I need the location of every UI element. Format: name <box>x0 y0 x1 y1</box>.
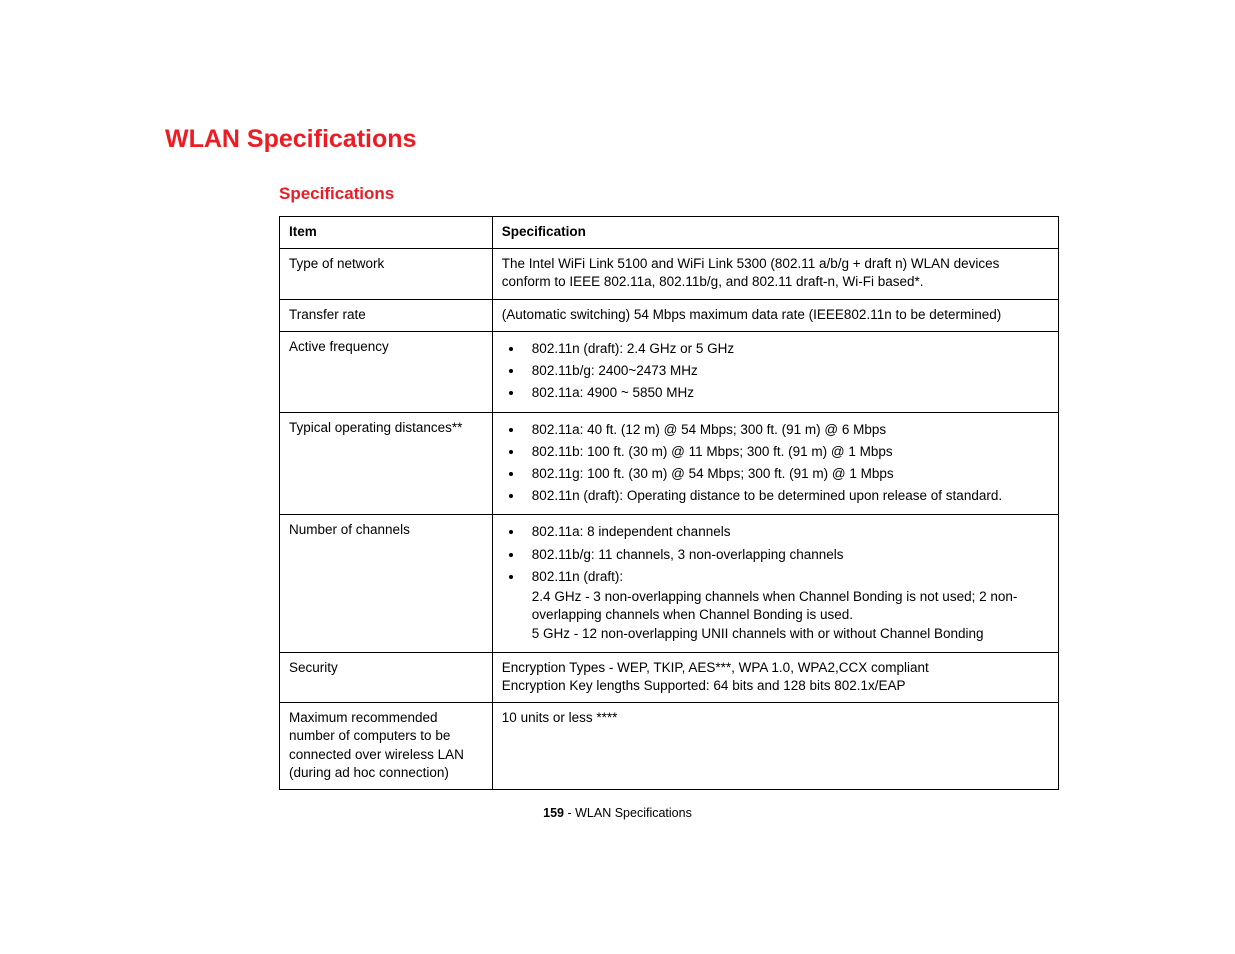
main-heading: WLAN Specifications <box>165 125 1060 154</box>
sub-heading: Specifications <box>279 184 1060 204</box>
header-spec: Specification <box>492 217 1058 249</box>
spec-list: 802.11n (draft): 2.4 GHz or 5 GHz 802.11b… <box>502 340 1049 403</box>
list-item-text: 802.11b/g: 11 channels, 3 non-overlappin… <box>532 547 844 562</box>
cell-item: Maximum recommended number of computers … <box>280 703 493 790</box>
list-item-extra: 2.4 GHz - 3 non-overlapping channels whe… <box>532 588 1049 643</box>
list-item-text: 802.11a: 4900 ~ 5850 MHz <box>532 385 694 400</box>
list-item-text: 802.11n (draft): 2.4 GHz or 5 GHz <box>532 341 734 356</box>
cell-item: Number of channels <box>280 515 493 652</box>
page-number: 159 <box>543 806 564 820</box>
cell-item: Typical operating distances** <box>280 412 493 515</box>
page-footer: 159 - WLAN Specifications <box>0 806 1235 820</box>
list-item: 802.11a: 8 independent channels <box>524 523 1049 541</box>
table-row: Maximum recommended number of computers … <box>280 703 1059 790</box>
header-item: Item <box>280 217 493 249</box>
cell-spec: 802.11a: 8 independent channels 802.11b/g… <box>492 515 1058 652</box>
table-row: Transfer rate(Automatic switching) 54 Mb… <box>280 299 1059 331</box>
list-item-text: 802.11b: 100 ft. (30 m) @ 11 Mbps; 300 f… <box>532 444 893 459</box>
list-item-text: 802.11n (draft): <box>532 569 623 584</box>
list-item-text: 802.11n (draft): Operating distance to b… <box>532 488 1002 503</box>
table-row: Type of networkThe Intel WiFi Link 5100 … <box>280 249 1059 299</box>
list-item-text: 802.11a: 8 independent channels <box>532 524 731 539</box>
list-item: 802.11b/g: 11 channels, 3 non-overlappin… <box>524 546 1049 564</box>
cell-item: Security <box>280 652 493 702</box>
footer-title: WLAN Specifications <box>575 806 692 820</box>
spec-list: 802.11a: 8 independent channels 802.11b/g… <box>502 523 1049 642</box>
cell-spec: Encryption Types - WEP, TKIP, AES***, WP… <box>492 652 1058 702</box>
page-content: WLAN Specifications Specifications Item … <box>0 0 1235 790</box>
cell-spec: (Automatic switching) 54 Mbps maximum da… <box>492 299 1058 331</box>
cell-item: Transfer rate <box>280 299 493 331</box>
spec-list: 802.11a: 40 ft. (12 m) @ 54 Mbps; 300 ft… <box>502 421 1049 506</box>
table-row: SecurityEncryption Types - WEP, TKIP, AE… <box>280 652 1059 702</box>
list-item: 802.11a: 4900 ~ 5850 MHz <box>524 384 1049 402</box>
list-item: 802.11b/g: 2400~2473 MHz <box>524 362 1049 380</box>
table-row: Number of channels802.11a: 8 independent… <box>280 515 1059 652</box>
cell-spec: 802.11n (draft): 2.4 GHz or 5 GHz 802.11b… <box>492 331 1058 412</box>
footer-sep: - <box>564 806 575 820</box>
cell-spec: The Intel WiFi Link 5100 and WiFi Link 5… <box>492 249 1058 299</box>
table-header-row: Item Specification <box>280 217 1059 249</box>
list-item: 802.11a: 40 ft. (12 m) @ 54 Mbps; 300 ft… <box>524 421 1049 439</box>
list-item-text: 802.11b/g: 2400~2473 MHz <box>532 363 698 378</box>
table-row: Typical operating distances** 802.11a: 40… <box>280 412 1059 515</box>
cell-spec: 802.11a: 40 ft. (12 m) @ 54 Mbps; 300 ft… <box>492 412 1058 515</box>
list-item: 802.11n (draft): 2.4 GHz or 5 GHz <box>524 340 1049 358</box>
list-item-text: 802.11a: 40 ft. (12 m) @ 54 Mbps; 300 ft… <box>532 422 886 437</box>
list-item: 802.11b: 100 ft. (30 m) @ 11 Mbps; 300 f… <box>524 443 1049 461</box>
spec-table: Item Specification Type of networkThe In… <box>279 216 1059 790</box>
list-item-text: 802.11g: 100 ft. (30 m) @ 54 Mbps; 300 f… <box>532 466 894 481</box>
cell-spec: 10 units or less **** <box>492 703 1058 790</box>
cell-item: Active frequency <box>280 331 493 412</box>
list-item: 802.11n (draft): 2.4 GHz - 3 non-overlapp… <box>524 568 1049 643</box>
cell-item: Type of network <box>280 249 493 299</box>
table-row: Active frequency802.11n (draft): 2.4 GHz… <box>280 331 1059 412</box>
list-item: 802.11n (draft): Operating distance to b… <box>524 487 1049 505</box>
list-item: 802.11g: 100 ft. (30 m) @ 54 Mbps; 300 f… <box>524 465 1049 483</box>
